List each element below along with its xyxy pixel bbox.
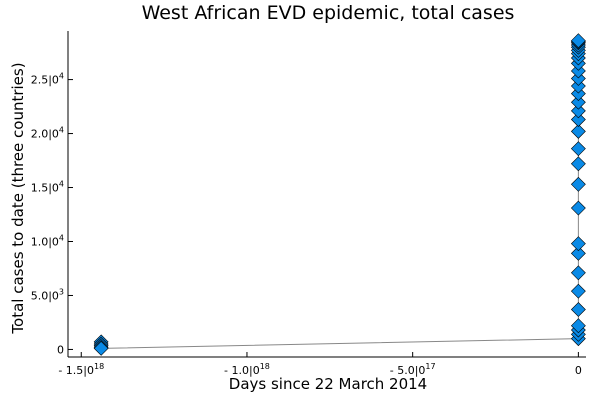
- data-point-marker: [570, 265, 586, 281]
- data-point-marker: [93, 340, 109, 356]
- data-point-marker: [570, 33, 586, 49]
- x-tick-label-mantissa: - 1.5|0: [58, 364, 94, 377]
- y-tick-label-mantissa: 0: [57, 343, 64, 356]
- y-axis-label: Total cases to date (three countries): [9, 62, 27, 334]
- x-tick-label-exponent: 18: [94, 362, 104, 371]
- y-tick-label-exponent: 4: [59, 180, 64, 189]
- data-point-marker: [570, 283, 586, 299]
- y-tick-label-exponent: 4: [59, 126, 64, 135]
- y-tick-label-exponent: 4: [59, 72, 64, 81]
- y-tick-label: 2.5|04: [31, 72, 64, 87]
- y-tick-label: 5.0|03: [31, 287, 64, 302]
- data-point-marker: [570, 103, 586, 119]
- x-tick-label-mantissa: - 5.0|0: [390, 364, 426, 377]
- x-tick-label: - 5.0|017: [390, 362, 436, 377]
- y-tick-label-mantissa: 1.0|0: [31, 235, 59, 248]
- x-tick-label-mantissa: 0: [575, 364, 582, 377]
- y-ticks: 05.0|031.0|041.5|042.0|042.5|04: [31, 72, 73, 356]
- x-tick-label-mantissa: - 1.0|0: [224, 364, 260, 377]
- data-markers: [93, 33, 586, 356]
- y-tick-label-mantissa: 2.5|0: [31, 74, 59, 87]
- data-point-marker: [570, 63, 586, 79]
- data-point-marker: [570, 236, 586, 252]
- data-point-marker: [570, 123, 586, 139]
- y-tick-label: 1.5|04: [31, 180, 64, 195]
- y-tick-label-exponent: 4: [59, 233, 64, 242]
- series-line-path: [100, 40, 579, 349]
- y-tick-label: 2.0|04: [31, 126, 64, 141]
- y-tick-label-exponent: 3: [59, 287, 64, 296]
- x-ticks: - 1.5|018- 1.0|018- 5.0|017 0: [58, 352, 582, 377]
- x-tick-label-exponent: 18: [260, 362, 270, 371]
- data-point-marker: [570, 94, 586, 110]
- y-tick-label-mantissa: 1.5|0: [31, 182, 59, 195]
- x-tick-label: 0: [575, 364, 582, 377]
- data-point-marker: [570, 302, 586, 317]
- y-tick-label-mantissa: 5.0|0: [31, 289, 59, 302]
- chart-title: West African EVD epidemic, total cases: [142, 2, 515, 24]
- y-tick-label: 1.0|04: [31, 233, 64, 248]
- data-point-marker: [570, 200, 586, 216]
- data-point-marker: [570, 245, 586, 261]
- series-line: [100, 40, 579, 349]
- data-point-marker: [570, 78, 586, 94]
- data-point-marker: [570, 71, 586, 86]
- data-point-marker: [570, 86, 586, 102]
- x-tick-label: - 1.0|018: [224, 362, 270, 377]
- data-point-marker: [570, 318, 586, 334]
- y-tick-label: 0: [57, 343, 64, 356]
- data-point-marker: [570, 156, 586, 172]
- x-axis-label: Days since 22 March 2014: [229, 375, 427, 393]
- y-tick-label-mantissa: 2.0|0: [31, 128, 59, 141]
- data-point-marker: [570, 141, 586, 157]
- data-point-marker: [570, 112, 586, 127]
- data-point-marker: [570, 176, 586, 192]
- x-tick-label: - 1.5|018: [58, 362, 104, 377]
- x-tick-label-exponent: 17: [425, 362, 435, 371]
